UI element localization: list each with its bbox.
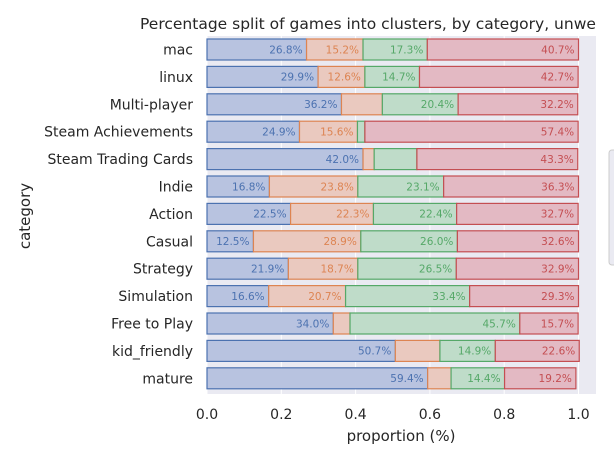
y-tick-label: kid_friendly	[112, 344, 193, 360]
data-label: 43.3%	[540, 154, 573, 166]
data-label: 32.2%	[540, 99, 573, 111]
x-tick-label: 0.0	[196, 407, 218, 423]
bar-segment	[469, 285, 580, 308]
y-tick-label: Simulation	[118, 289, 193, 305]
bar-segment	[364, 120, 579, 143]
data-label: 36.3%	[541, 181, 574, 193]
y-tick-label: Multi-player	[110, 97, 194, 113]
bar-segment	[394, 339, 441, 362]
x-tick-label: 0.8	[493, 407, 515, 423]
data-label: 16.6%	[231, 291, 264, 303]
data-label: 32.7%	[541, 209, 574, 221]
y-tick-label: mature	[142, 371, 193, 387]
x-axis-label: proportion (%)	[347, 427, 456, 445]
data-label: 45.7%	[482, 318, 515, 330]
data-label: 26.8%	[269, 44, 302, 56]
data-label: 22.4%	[419, 209, 452, 221]
x-tick-label: 0.4	[344, 407, 366, 423]
data-label: 17.3%	[390, 44, 423, 56]
y-tick-label: Steam Trading Cards	[47, 152, 193, 168]
bar-segment	[418, 65, 579, 89]
data-label: 21.9%	[251, 264, 284, 276]
y-axis-label: category	[16, 183, 34, 249]
data-label: 34.0%	[296, 318, 329, 330]
data-labels: 26.8% 15.2% 17.3% 40.7% 29.9% 12.6% 14.7% 42.7%…	[216, 44, 575, 385]
data-label: 50.7%	[358, 346, 391, 358]
data-label: 19.2%	[539, 373, 572, 385]
data-label: 57.4%	[541, 127, 574, 139]
data-label: 23.8%	[320, 181, 353, 193]
data-label: 40.7%	[541, 44, 574, 56]
data-label: 15.6%	[320, 127, 353, 139]
data-label: 59.4%	[390, 373, 423, 385]
data-label: 22.6%	[542, 346, 575, 358]
y-tick-label: linux	[159, 70, 193, 86]
data-label: 12.6%	[328, 72, 361, 84]
data-label: 12.5%	[216, 236, 249, 248]
data-label: 29.9%	[281, 72, 314, 84]
bar-segment	[455, 257, 580, 280]
x-tick-label: 0.2	[270, 407, 292, 423]
data-label: 32.9%	[541, 264, 574, 276]
data-label: 22.3%	[336, 209, 369, 221]
bar-segment	[503, 367, 577, 390]
bar-segment	[332, 312, 351, 335]
bar-segment	[373, 148, 418, 171]
data-label: 23.1%	[406, 181, 439, 193]
data-label: 29.3%	[541, 291, 574, 303]
x-tick-labels: 0.0 0.2 0.4 0.6 0.8 1.0	[196, 407, 590, 423]
bar-segment	[416, 148, 579, 171]
y-tick-label: Indie	[159, 180, 193, 196]
data-label: 14.7%	[382, 72, 415, 84]
bar-segment	[426, 38, 580, 61]
y-tick-label: Strategy	[133, 262, 193, 278]
bar-segment	[457, 93, 579, 116]
data-label: 26.0%	[420, 236, 453, 248]
bar-segment	[356, 120, 366, 143]
data-label: 26.5%	[419, 264, 452, 276]
legend-box	[608, 149, 614, 266]
data-label: 24.9%	[262, 127, 295, 139]
y-tick-label: Casual	[146, 234, 193, 250]
data-label: 42.0%	[326, 154, 359, 166]
data-label: 42.7%	[541, 72, 574, 84]
bars	[206, 38, 580, 390]
y-tick-label: mac	[163, 43, 193, 59]
bar-segment	[427, 367, 452, 390]
chart-title: Percentage split of games into clusters,…	[140, 15, 596, 33]
bar-segment	[456, 230, 580, 253]
data-label: 14.9%	[458, 346, 491, 358]
data-label: 20.7%	[308, 291, 341, 303]
data-label: 20.4%	[421, 99, 454, 111]
x-tick-label: 0.6	[419, 407, 441, 423]
y-tick-label: Action	[149, 207, 193, 223]
data-label: 33.4%	[432, 291, 465, 303]
bar-segment	[519, 312, 579, 335]
data-label: 16.8%	[232, 181, 265, 193]
data-label: 14.4%	[467, 373, 500, 385]
data-label: 36.2%	[304, 99, 337, 111]
bar-segment	[443, 175, 580, 198]
x-tick-label: 1.0	[567, 407, 589, 423]
data-label: 15.2%	[326, 44, 359, 56]
bar-segment	[340, 93, 383, 116]
data-label: 22.5%	[253, 209, 286, 221]
data-label: 32.6%	[541, 236, 574, 248]
bar-segment	[362, 148, 375, 171]
bar-segment	[456, 202, 579, 225]
y-tick-label: Steam Achievements	[44, 125, 193, 141]
data-label: 28.9%	[323, 236, 356, 248]
y-tick-label: Free to Play	[111, 317, 193, 333]
data-label: 15.7%	[541, 318, 574, 330]
data-label: 18.7%	[320, 264, 353, 276]
bar-segment	[494, 339, 580, 362]
y-tick-labels: mac linux Multi-player Steam Achievements St…	[44, 43, 193, 388]
